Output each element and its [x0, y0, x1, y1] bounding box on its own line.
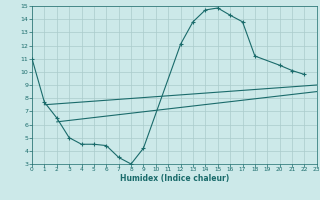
X-axis label: Humidex (Indice chaleur): Humidex (Indice chaleur) — [120, 174, 229, 183]
